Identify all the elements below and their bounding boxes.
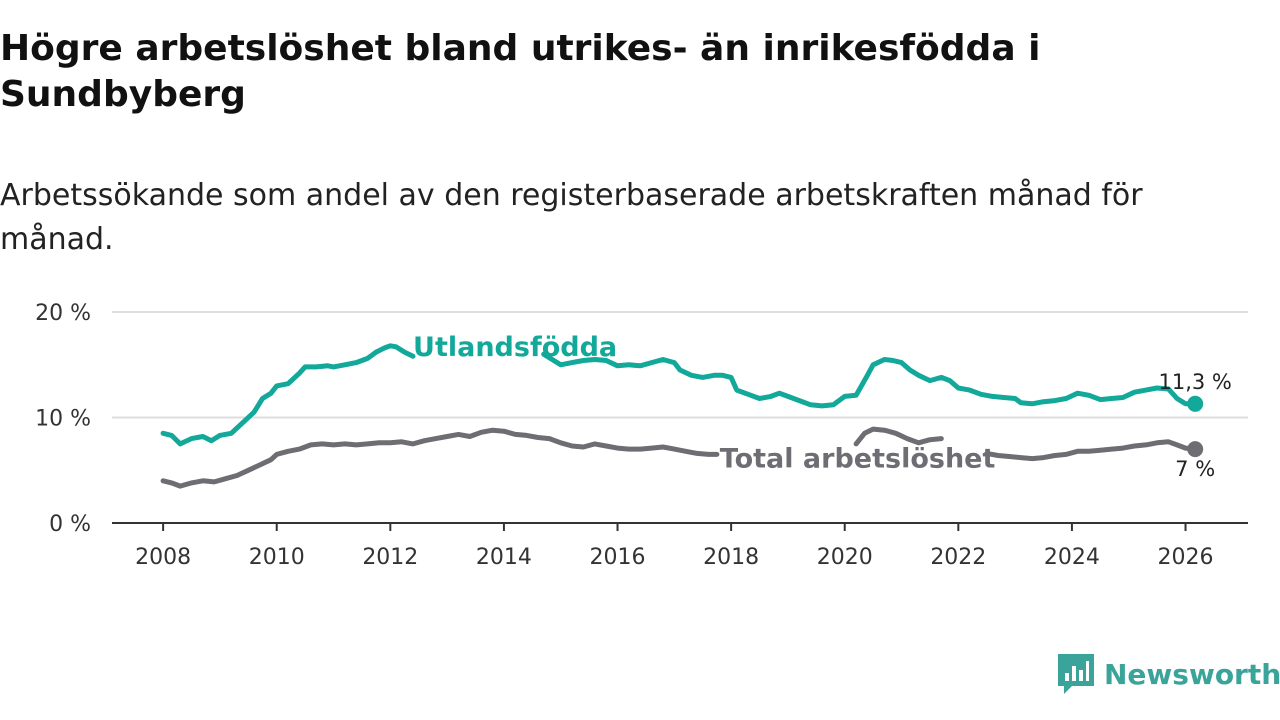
y-tick-label: 20 % xyxy=(35,301,91,326)
series-label-total-unemployment: Total arbetslöshet xyxy=(720,444,996,475)
x-tick-label: 2008 xyxy=(135,545,191,570)
foreign-born-line-segment-1 xyxy=(160,343,416,447)
y-tick-label: 10 % xyxy=(35,407,91,432)
x-tick-label: 2014 xyxy=(476,545,532,570)
x-tick-label: 2018 xyxy=(703,545,759,570)
x-tick-label: 2024 xyxy=(1044,545,1100,570)
foreign-born-end-point xyxy=(1187,395,1204,412)
x-tick-label: 2026 xyxy=(1158,545,1214,570)
total-unemployment-line-segment-1 xyxy=(160,427,720,489)
chart-subtitle: Arbetssökande som andel av den registerb… xyxy=(0,178,1143,257)
x-tick-label: 2010 xyxy=(249,545,305,570)
chart-title: Högre arbetslöshet bland utrikes- än inr… xyxy=(0,28,1041,115)
total-unemployment-line-segment-3 xyxy=(984,439,1198,462)
foreign-born-end-label: 11,3 % xyxy=(1158,370,1231,394)
total-unemployment-line-segment-2 xyxy=(853,426,944,447)
x-tick-label: 2020 xyxy=(817,545,873,570)
x-tick-label: 2012 xyxy=(362,545,418,570)
x-tick-label: 2022 xyxy=(930,545,986,570)
series-label-foreign-born: Utlandsfödda xyxy=(413,332,617,363)
foreign-born-line-segment-2 xyxy=(541,351,1198,409)
total-unemployment-end-label: 7 % xyxy=(1175,457,1215,481)
newsworthy-brand[interactable]: Newsworthy xyxy=(1058,654,1280,694)
total-unemployment-end-point xyxy=(1187,441,1204,458)
newsworthy-logo-icon xyxy=(1058,654,1094,694)
brand-name: Newsworthy xyxy=(1104,657,1280,691)
x-tick-label: 2016 xyxy=(590,545,646,570)
line-chart: 0 % 10 % 20 % 2008 2010 2012 2014 2016 2018 2020 2… xyxy=(35,301,1248,570)
y-tick-label: 0 % xyxy=(49,512,91,537)
